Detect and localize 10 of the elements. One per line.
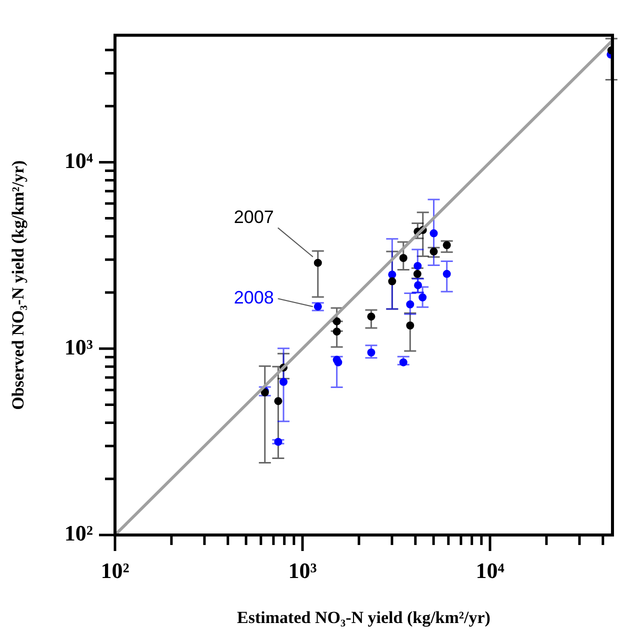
x-tick-label: 10² (100, 558, 130, 583)
y-tick-label: 10⁴ (64, 148, 94, 173)
x-tick-label: 10⁴ (476, 558, 505, 583)
text: 2008 (234, 288, 274, 308)
y-tick-label: 10² (64, 520, 94, 546)
y-axis-title: Observed NO₃-N yield (kg/km²/yr) (8, 160, 28, 410)
x-tick-label: 10³ (288, 558, 318, 583)
text: 2007 (234, 206, 274, 227)
x-axis-title: Estimated NO₃-N yield (kg/km²/yr) (237, 608, 490, 628)
y-tick-label: 10³ (64, 334, 94, 360)
